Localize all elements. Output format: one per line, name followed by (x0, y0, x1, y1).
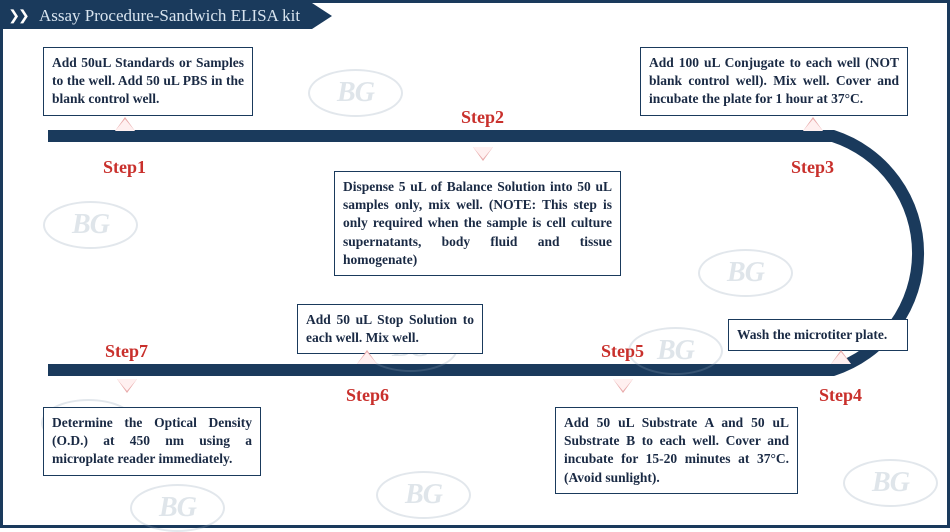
step3-box: Add 100 uL Conjugate to each well (NOT b… (640, 47, 908, 116)
header-bar: ❯❯ Assay Procedure-Sandwich ELISA kit (3, 3, 947, 29)
step5-arrow-icon (613, 379, 633, 393)
step6-arrow-icon (357, 350, 377, 364)
step4-arrow-icon (831, 350, 851, 364)
step7-arrow-icon (117, 379, 137, 393)
step1-label: Step1 (103, 157, 146, 178)
step7-box: Determine the Optical Density (O.D.) at … (43, 407, 261, 476)
step4-box: Wash the microtiter plate. (728, 319, 908, 351)
diagram-canvas: BGBGBGBGBGBGBGBGBGAdd 50uL Standards or … (3, 29, 947, 525)
watermark-bg: BG (698, 249, 793, 297)
watermark-bg: BG (843, 459, 938, 507)
step1-arrow-icon (115, 117, 135, 131)
watermark-bg: BG (43, 201, 138, 249)
header-chevron-icon: ❯❯ (3, 3, 33, 29)
watermark-bg: BG (308, 69, 403, 117)
step5-box: Add 50 uL Substrate A and 50 uL Substrat… (555, 407, 798, 494)
step2-box: Dispense 5 uL of Balance Solution into 5… (334, 171, 621, 276)
watermark-bg: BG (130, 484, 225, 532)
step1-box: Add 50uL Standards or Samples to the wel… (43, 47, 253, 116)
header-title: Assay Procedure-Sandwich ELISA kit (33, 3, 312, 29)
step6-label: Step6 (346, 385, 389, 406)
watermark-bg: BG (376, 471, 471, 519)
step2-label: Step2 (461, 107, 504, 128)
step3-label: Step3 (791, 157, 834, 178)
step3-arrow-icon (803, 117, 823, 131)
step6-box: Add 50 uL Stop Solution to each well. Mi… (297, 304, 483, 354)
step5-label: Step5 (601, 341, 644, 362)
step7-label: Step7 (105, 341, 148, 362)
step4-label: Step4 (819, 385, 862, 406)
step2-arrow-icon (473, 147, 493, 161)
